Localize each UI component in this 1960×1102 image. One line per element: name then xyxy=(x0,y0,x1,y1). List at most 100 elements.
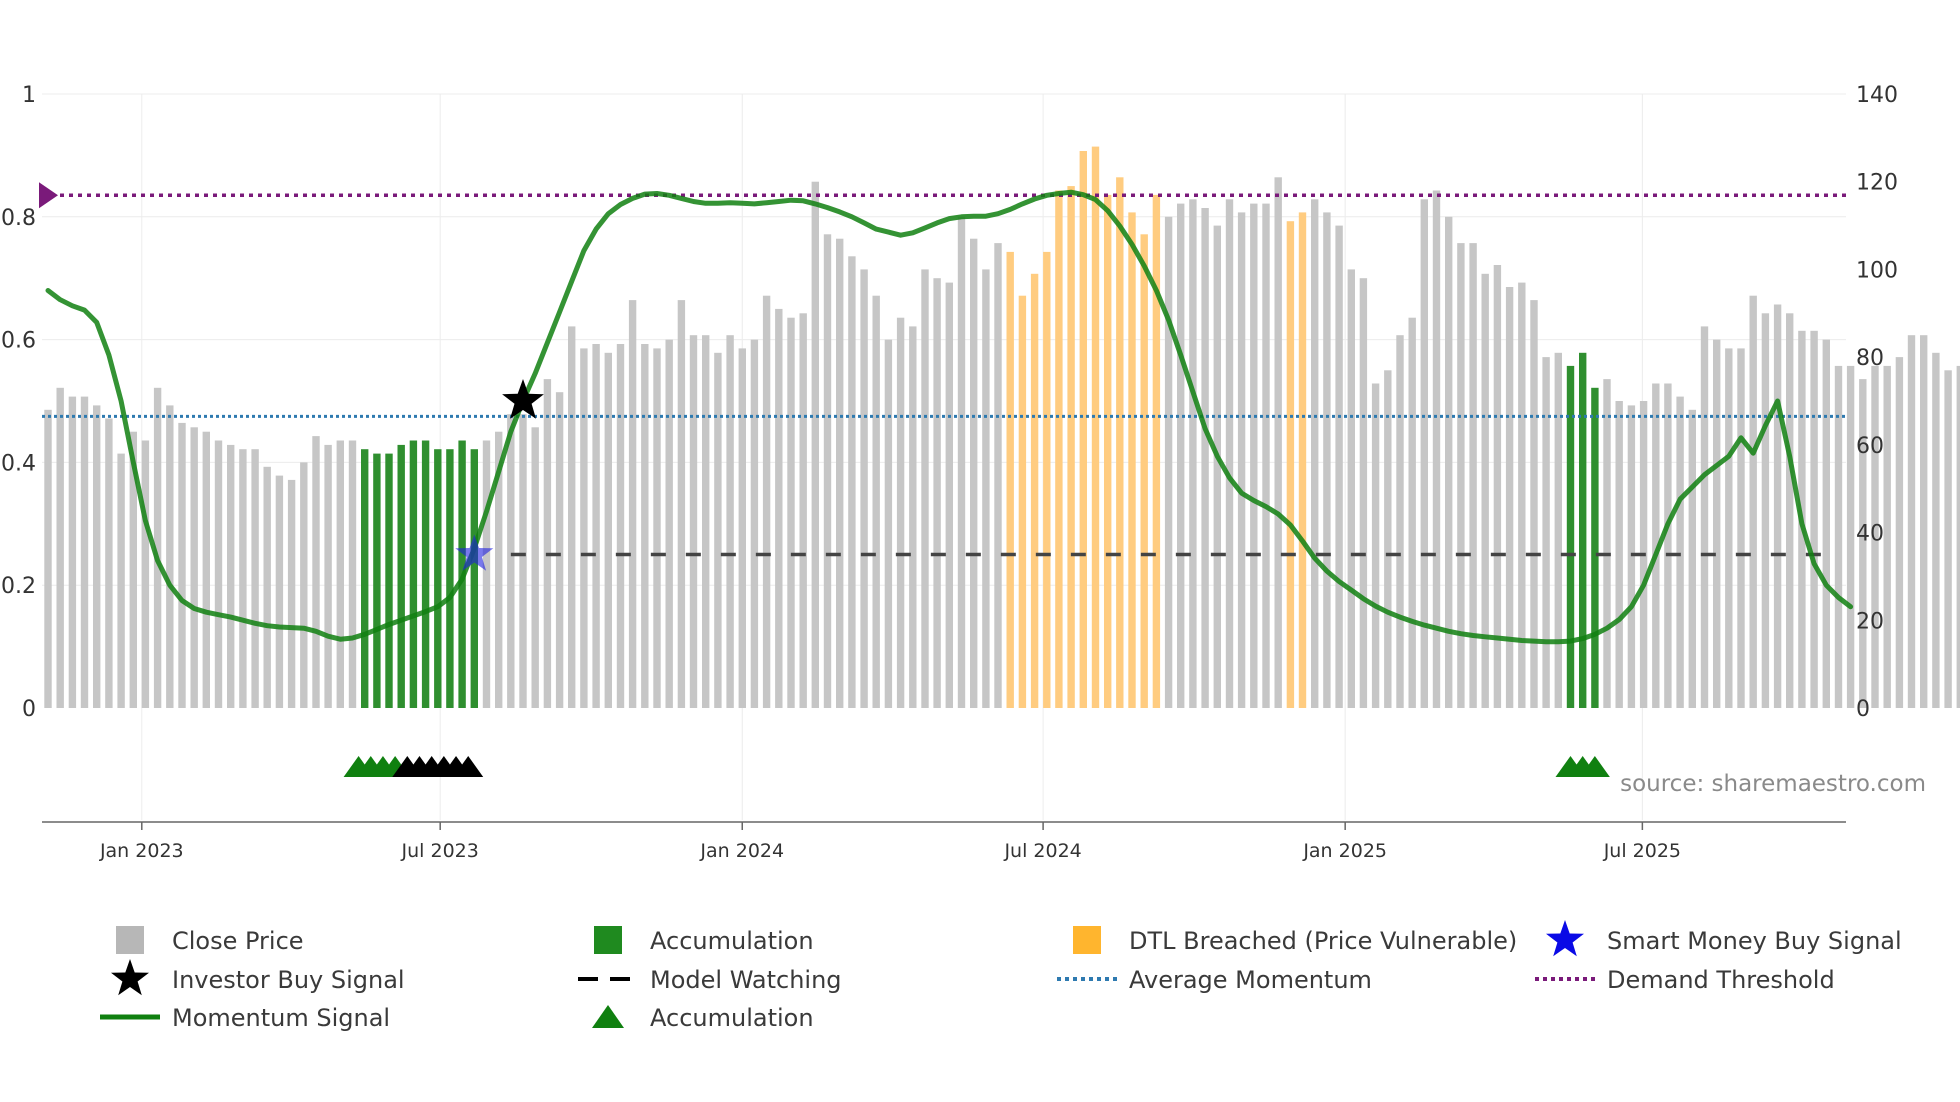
close-price-bar xyxy=(153,387,162,708)
close-price-bar xyxy=(543,379,552,708)
accumulation-bar xyxy=(470,449,478,708)
close-price-bars xyxy=(44,146,1960,709)
signal-markers xyxy=(455,379,544,571)
close-price-bar xyxy=(214,440,223,708)
close-price-bar xyxy=(1688,409,1696,708)
close-price-bar xyxy=(117,453,125,708)
x-tick-label: Jul 2025 xyxy=(1603,840,1681,862)
legend-item: Investor Buy Signal xyxy=(111,959,405,996)
close-price-bar xyxy=(653,348,661,708)
dtl-breached-bar xyxy=(1152,194,1161,708)
close-price-bar xyxy=(1457,243,1465,708)
close-price-bar xyxy=(689,335,698,708)
close-price-bar xyxy=(628,300,637,708)
close-price-bar xyxy=(555,392,564,708)
close-price-bar xyxy=(312,436,320,708)
close-price-bar xyxy=(884,339,893,708)
legend-item: Momentum Signal xyxy=(100,1004,390,1032)
close-price-bar xyxy=(1396,335,1404,708)
legend-item: Demand Threshold xyxy=(1535,966,1835,994)
close-price-bar xyxy=(68,396,77,708)
legend-label: Momentum Signal xyxy=(172,1004,390,1032)
accumulation-triangles xyxy=(343,756,1610,777)
close-price-bar xyxy=(568,326,576,708)
legend-label: Model Watching xyxy=(650,966,842,994)
close-price-bar xyxy=(1481,273,1489,708)
right-tick-label: 20 xyxy=(1856,609,1884,634)
left-tick-label: 0.2 xyxy=(1,574,36,599)
close-price-bar xyxy=(604,352,612,708)
close-price-bar xyxy=(836,238,844,708)
close-price-bar xyxy=(1177,203,1185,708)
close-price-bar xyxy=(227,444,235,708)
right-tick-label: 120 xyxy=(1856,171,1898,196)
close-price-bar xyxy=(592,344,600,708)
close-price-bar xyxy=(531,427,539,708)
close-price-bar xyxy=(1518,282,1526,708)
close-price-bar xyxy=(787,317,795,708)
close-price-bar xyxy=(44,409,52,708)
legend-label: Close Price xyxy=(172,927,304,955)
close-price-bar xyxy=(823,234,832,709)
demand-threshold-marker xyxy=(39,182,58,209)
close-price-bar xyxy=(482,440,491,708)
dtl-breached-bar xyxy=(1286,221,1295,708)
close-price-bar xyxy=(324,444,332,708)
close-price-bar xyxy=(1834,365,1843,708)
close-price-bar xyxy=(994,243,1002,708)
close-price-bar xyxy=(166,405,174,708)
close-price-bar xyxy=(519,414,527,708)
close-price-bar xyxy=(56,387,64,708)
legend-item: Close Price xyxy=(116,926,304,955)
close-price-bar xyxy=(909,326,917,708)
close-price-bar xyxy=(507,414,515,708)
close-price-bar xyxy=(580,348,588,708)
close-price-bar xyxy=(1323,212,1331,708)
legend-swatch xyxy=(1073,926,1101,954)
close-price-bar xyxy=(1883,365,1891,708)
right-tick-label: 100 xyxy=(1856,258,1898,283)
close-price-bar xyxy=(1250,203,1258,708)
close-price-bar xyxy=(495,431,503,708)
close-price-bar xyxy=(799,313,807,708)
close-price-bar xyxy=(275,475,284,708)
accumulation-bar xyxy=(361,449,369,708)
dtl-breached-bar xyxy=(1298,212,1307,708)
legend-label: Investor Buy Signal xyxy=(172,966,405,994)
close-price-bar xyxy=(1664,383,1672,708)
close-price-bar xyxy=(1469,243,1477,708)
close-price-bar xyxy=(129,431,137,708)
legend-star-icon xyxy=(1546,920,1584,957)
close-price-bar xyxy=(970,238,978,708)
close-price-bar xyxy=(1432,190,1441,708)
close-price-bar xyxy=(811,181,819,708)
x-tick-label: Jan 2024 xyxy=(699,840,784,862)
close-price-bar xyxy=(80,396,89,708)
legend-label: Smart Money Buy Signal xyxy=(1607,927,1902,955)
close-price-bar xyxy=(1420,199,1428,709)
right-tick-label: 40 xyxy=(1856,522,1884,547)
accumulation-bar xyxy=(434,449,442,708)
close-price-bar xyxy=(1676,396,1684,708)
x-tick-label: Jul 2023 xyxy=(401,840,479,862)
accumulation-bar xyxy=(409,440,418,708)
momentum-signal-path xyxy=(45,189,1854,645)
close-price-bar xyxy=(1371,383,1380,708)
dtl-breached-bar xyxy=(1104,194,1112,708)
close-price-bar xyxy=(1347,269,1355,708)
dtl-breached-bar xyxy=(1018,295,1027,708)
close-price-bar xyxy=(141,440,150,708)
close-price-bar xyxy=(933,278,941,708)
reference-lines xyxy=(39,182,1846,557)
close-price-bar xyxy=(251,449,259,708)
investor-buy-signal-star xyxy=(502,379,544,419)
accumulation-triangle xyxy=(1579,756,1610,777)
close-price-bar xyxy=(1652,383,1660,708)
legend-item: Smart Money Buy Signal xyxy=(1546,920,1902,957)
close-price-bar xyxy=(1932,352,1940,708)
close-price-bar xyxy=(1920,335,1928,708)
close-price-bar xyxy=(1445,216,1453,709)
close-price-bar xyxy=(178,422,186,708)
close-price-bar xyxy=(1225,199,1234,709)
accumulation-bar xyxy=(421,440,430,708)
